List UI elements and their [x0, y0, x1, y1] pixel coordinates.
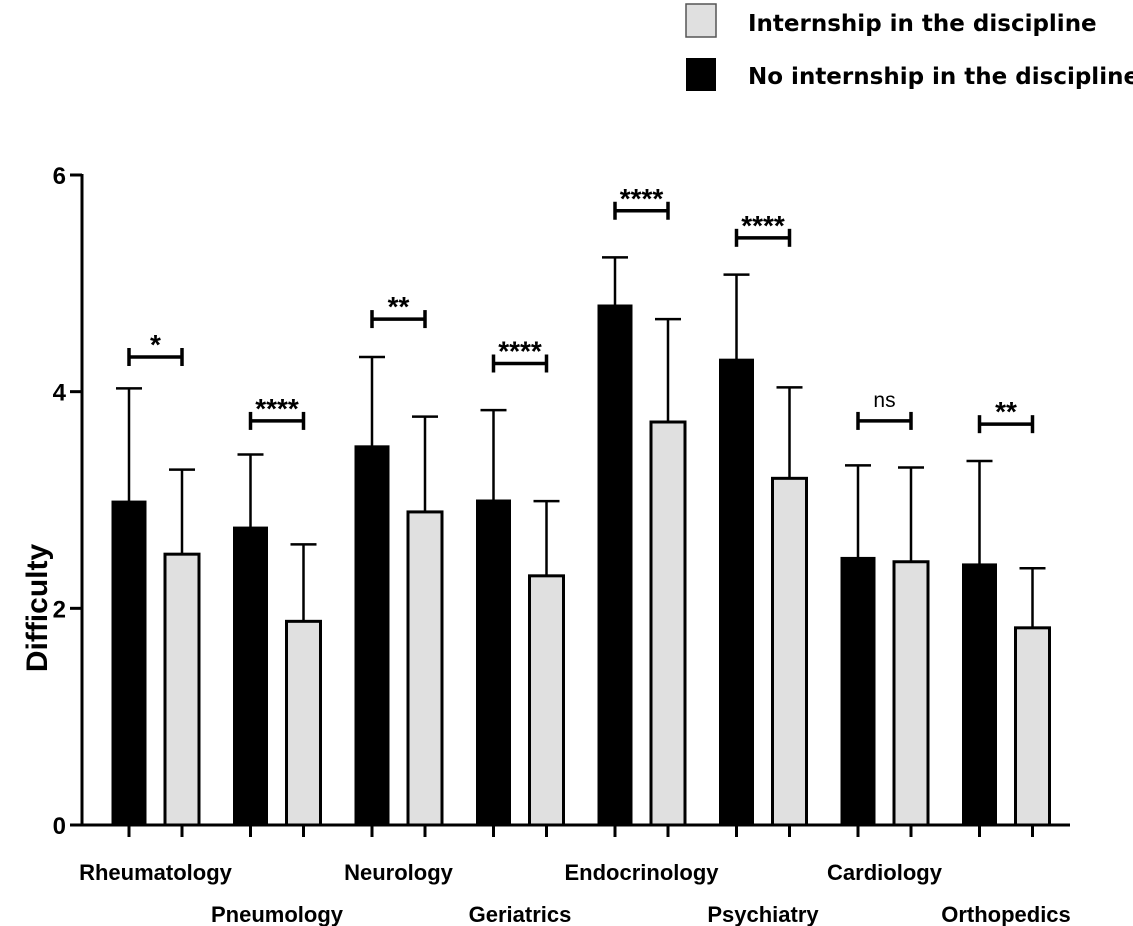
significance-label: * — [150, 329, 161, 360]
bar-no-internship — [354, 445, 390, 826]
significance-label: ** — [995, 396, 1017, 427]
significance-label: ** — [388, 291, 410, 322]
bar-internship — [1014, 626, 1051, 827]
category-label: Orthopedics — [941, 902, 1071, 926]
legend-label-internship: Internship in the discipline — [748, 11, 1097, 37]
bar-no-internship — [719, 358, 754, 826]
bar-no-internship — [111, 500, 147, 826]
bar-internship — [649, 420, 687, 827]
bar-no-internship — [962, 563, 997, 826]
bar-internship — [528, 574, 565, 827]
y-tick-label: 0 — [53, 813, 66, 840]
legend-swatch-no-internship — [686, 58, 716, 91]
significance-label: **** — [620, 183, 664, 214]
bar-internship — [892, 560, 930, 827]
legend-label-no-internship: No internship in the discipline — [748, 64, 1133, 90]
bar-internship — [771, 476, 808, 827]
legend-swatch-internship — [685, 3, 717, 38]
y-tick-label: 6 — [53, 163, 66, 190]
y-tick-label: 2 — [53, 596, 66, 623]
y-axis-title: Difficulty — [21, 544, 54, 673]
bar-no-internship — [476, 499, 511, 826]
significance-label: **** — [255, 393, 299, 424]
category-label: Pneumology — [211, 902, 344, 926]
category-label: Cardiology — [827, 860, 943, 885]
category-label: Endocrinology — [565, 860, 720, 885]
category-label: Neurology — [344, 860, 454, 885]
bar-internship — [163, 552, 201, 827]
plot-area: 0246Rheumatology*Pneumology****Neurology… — [53, 163, 1071, 926]
category-label: Rheumatology — [79, 860, 233, 885]
significance-label: **** — [741, 210, 785, 241]
legend: Internship in the discipline No internsh… — [685, 3, 1133, 91]
bar-no-internship — [840, 556, 876, 826]
category-label: Psychiatry — [707, 902, 819, 926]
category-label: Geriatrics — [469, 902, 572, 926]
bar-internship — [285, 619, 322, 827]
bar-internship — [406, 510, 444, 827]
bar-no-internship — [597, 304, 633, 826]
y-tick-label: 4 — [53, 380, 67, 407]
significance-label: ns — [873, 389, 895, 412]
significance-label: **** — [498, 336, 542, 367]
bar-no-internship — [233, 526, 268, 826]
